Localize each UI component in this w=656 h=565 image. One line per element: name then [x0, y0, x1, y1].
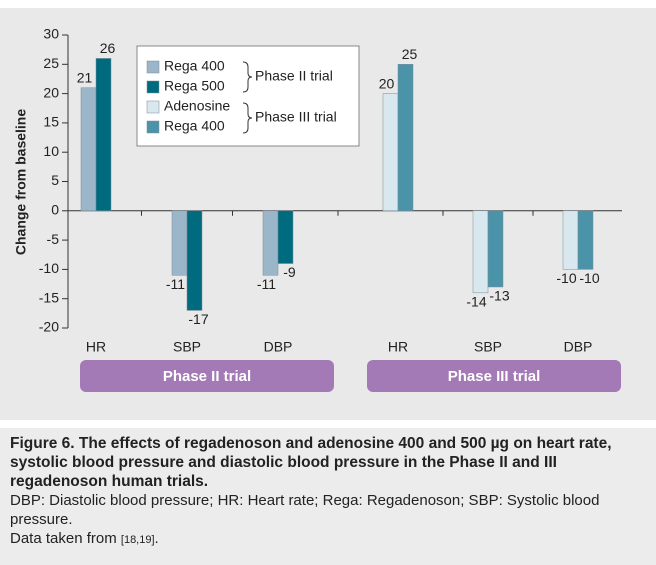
y-tick-label: 30	[43, 26, 59, 42]
x-tick-label: SBP	[173, 339, 201, 355]
y-tick-label: 5	[51, 172, 59, 188]
caption: Figure 6. The effects of regadenoson and…	[0, 428, 656, 565]
data-label: -13	[489, 288, 509, 304]
legend-swatch	[146, 120, 160, 134]
data-label: 26	[100, 40, 116, 56]
chart: Change from baseline Phase II trial Phas…	[0, 8, 656, 420]
bar	[562, 210, 579, 270]
x-tick-label: HR	[86, 339, 106, 355]
data-label: -10	[556, 270, 576, 286]
x-tick-label: SBP	[474, 339, 502, 355]
data-label: 21	[77, 69, 93, 85]
group-label: Phase III trial	[448, 368, 541, 385]
group-label: Phase II trial	[163, 368, 251, 385]
y-tick-label: 25	[43, 55, 59, 71]
bar	[95, 58, 112, 212]
y-tick-label: 10	[43, 143, 59, 159]
legend-label: Rega 400	[164, 118, 225, 134]
y-tick-label: 15	[43, 114, 59, 130]
y-tick-label: -10	[39, 260, 59, 276]
caption-abbreviations: DBP: Diastolic blood pressure; HR: Heart…	[10, 492, 600, 528]
data-label: -9	[283, 264, 296, 280]
legend-group-label: Phase III trial	[255, 109, 337, 125]
legend-swatch	[146, 80, 160, 94]
caption-title: Figure 6. The effects of regadenoson and…	[10, 435, 612, 490]
caption-source: Data taken from [18,19].	[10, 529, 646, 550]
data-label: -11	[257, 276, 276, 292]
legend-label: Adenosine	[164, 98, 230, 114]
x-tick-label: DBP	[564, 339, 593, 355]
data-label: -11	[166, 276, 185, 292]
data-label: -10	[579, 270, 599, 286]
legend-label: Rega 400	[164, 58, 225, 74]
bar	[382, 93, 399, 212]
legend-swatch	[146, 60, 160, 74]
y-tick-label: 20	[43, 84, 59, 100]
bar	[80, 87, 97, 212]
legend-bracket	[242, 61, 253, 93]
legend-group-label: Phase II trial	[255, 68, 333, 84]
y-tick-label: 0	[51, 202, 59, 218]
bar	[186, 210, 203, 311]
x-tick-label: HR	[388, 339, 408, 355]
y-tick-label: -5	[47, 231, 60, 247]
data-label: 25	[402, 46, 418, 62]
y-tick-label: -15	[39, 289, 59, 305]
source-refs: [18,19]	[120, 534, 155, 546]
data-label: -14	[466, 294, 486, 310]
bar	[487, 210, 504, 288]
bar	[262, 210, 279, 276]
y-axis-title: Change from baseline	[13, 109, 29, 255]
legend-swatch	[146, 100, 160, 114]
legend-bracket	[242, 102, 253, 134]
bar	[472, 210, 489, 294]
x-tick-label: DBP	[264, 339, 293, 355]
source-end: .	[154, 530, 159, 547]
group-box	[367, 360, 621, 392]
source-text: Data taken from	[10, 530, 117, 547]
group-box	[80, 360, 334, 392]
data-label: -17	[188, 311, 208, 327]
bar	[171, 210, 188, 276]
y-tick-label: -20	[39, 319, 59, 335]
bar	[577, 210, 594, 270]
legend-label: Rega 500	[164, 78, 225, 94]
bar	[277, 210, 294, 264]
bar	[397, 64, 414, 212]
data-label: 20	[379, 75, 395, 91]
